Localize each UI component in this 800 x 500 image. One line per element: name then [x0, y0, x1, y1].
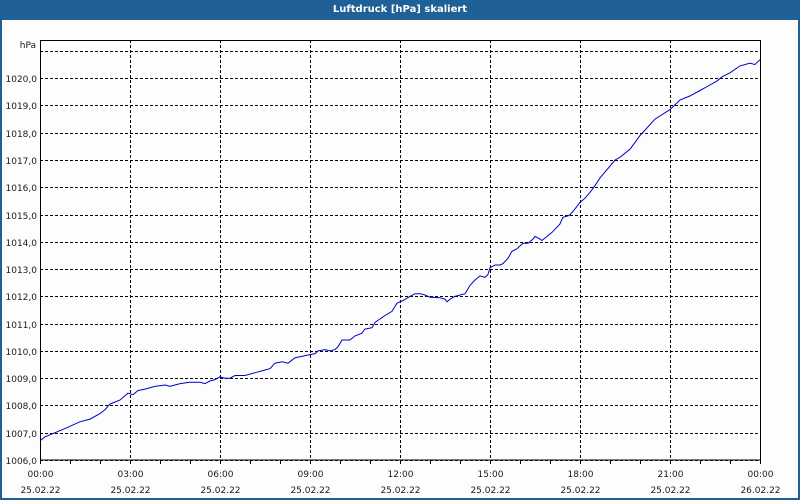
- x-tick-time-label: 18:00: [568, 470, 594, 480]
- x-tick-date-label: 25.02.22: [650, 486, 690, 496]
- y-tick-label: 1007,0: [6, 430, 38, 440]
- y-axis-unit-label: hPa: [20, 41, 36, 51]
- x-tick-time-label: 00:00: [748, 470, 774, 480]
- x-tick-date-label: 25.02.22: [380, 486, 420, 496]
- x-tick-date-label: 25.02.22: [470, 486, 510, 496]
- x-tick-time-label: 12:00: [388, 470, 414, 480]
- y-tick-label: 1019,0: [6, 102, 38, 112]
- y-tick-label: 1009,0: [6, 375, 38, 385]
- y-tick-label: 1020,0: [6, 75, 38, 85]
- pressure-line: [39, 59, 761, 442]
- chart-panel: [2, 20, 798, 498]
- y-tick-label: 1006,0: [6, 457, 38, 467]
- x-tick-time-label: 09:00: [298, 470, 324, 480]
- x-tick-time-label: 00:00: [28, 470, 54, 480]
- y-tick-label: 1016,0: [6, 184, 38, 194]
- y-tick-label: 1008,0: [6, 402, 38, 412]
- plot-area-frame: [40, 40, 761, 461]
- y-tick-label: 1017,0: [6, 157, 38, 167]
- x-tick-time-label: 03:00: [118, 470, 144, 480]
- x-tick-date-label: 25.02.22: [560, 486, 600, 496]
- y-tick-label: 1010,0: [6, 348, 38, 358]
- y-axis-ticks: 1006,0 1007,0 1008,0 1009,0 1010,0 1011,0 1012…: [6, 75, 38, 467]
- x-axis-ticks: 00:00 25.02.22 03:00 25.02.22 06:00 25.02.22 0…: [20, 460, 781, 496]
- y-tick-label: 1013,0: [6, 266, 38, 276]
- x-tick-time-label: 06:00: [208, 470, 234, 480]
- y-tick-label: 1011,0: [6, 321, 38, 331]
- x-tick-date-label: 25.02.22: [290, 486, 330, 496]
- y-tick-label: 1014,0: [6, 239, 38, 249]
- grid-lines: [40, 40, 760, 461]
- x-tick-date-label: 25.02.22: [110, 486, 150, 496]
- x-tick-time-label: 21:00: [658, 470, 684, 480]
- window-title: Luftdruck [hPa] skaliert: [332, 4, 468, 15]
- y-tick-label: 1018,0: [6, 130, 38, 140]
- x-tick-time-label: 15:00: [478, 470, 504, 480]
- x-tick-date-label: 25.02.22: [200, 486, 240, 496]
- x-tick-date-label: 25.02.22: [20, 486, 60, 496]
- y-tick-label: 1015,0: [6, 212, 38, 222]
- y-tick-label: 1012,0: [6, 293, 38, 303]
- x-tick-date-label: 26.02.22: [740, 486, 780, 496]
